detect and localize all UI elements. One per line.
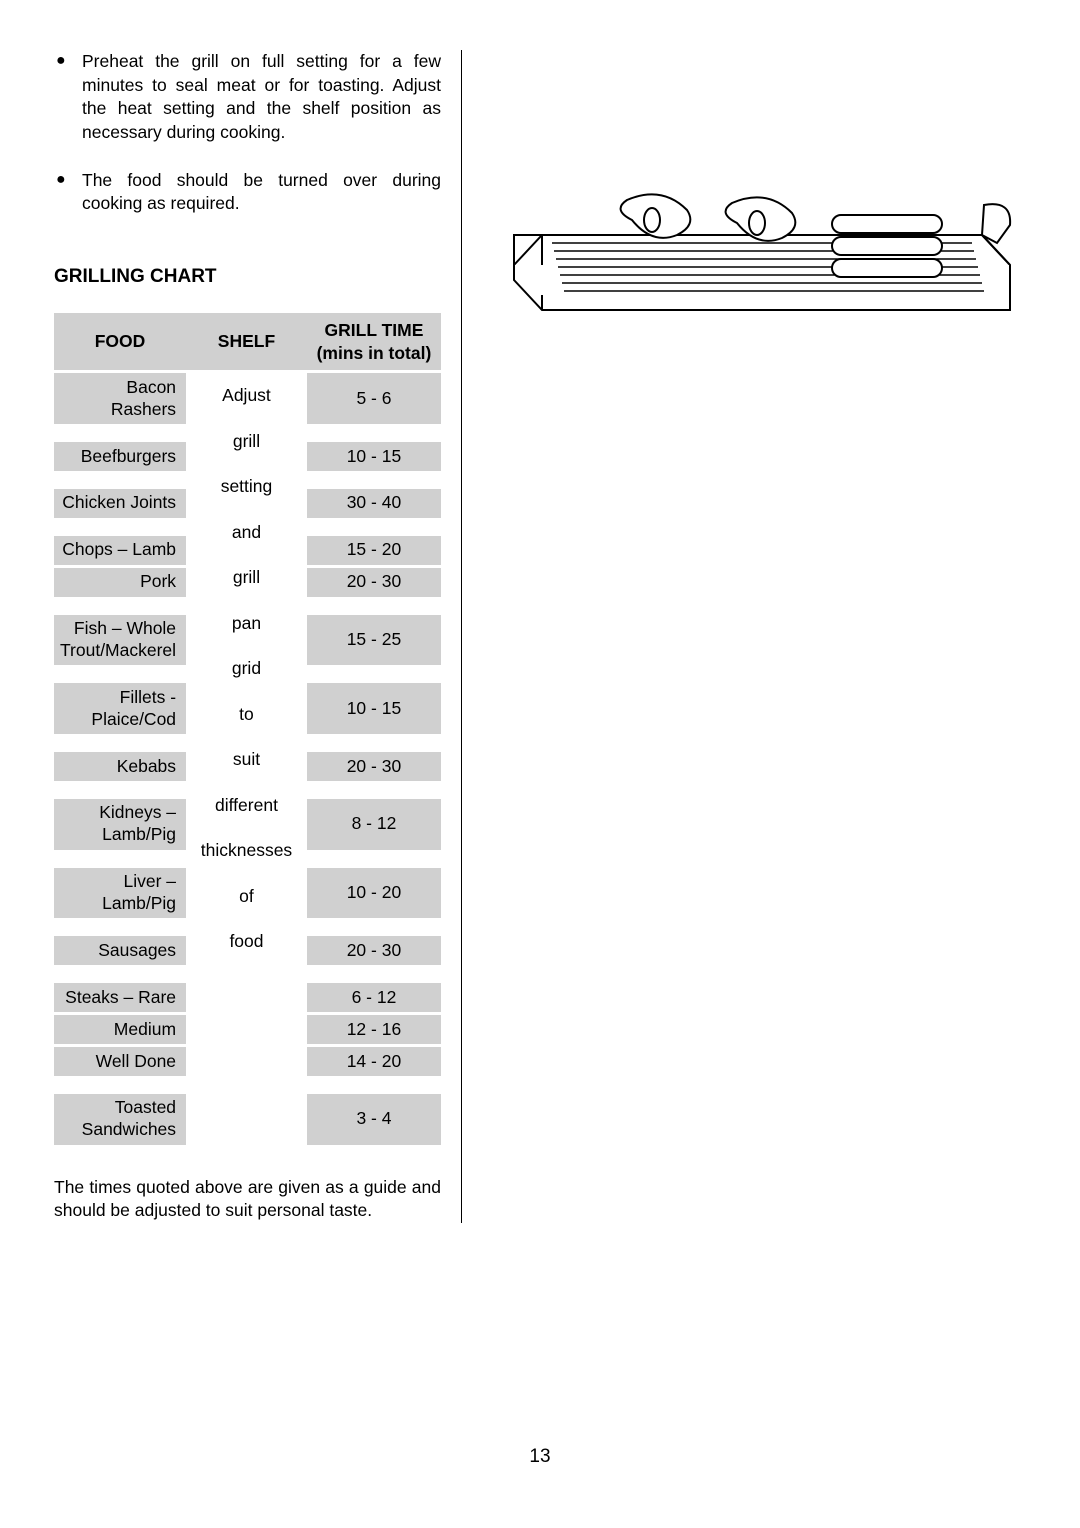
bullet-item: The food should be turned over during co… xyxy=(54,169,441,216)
cell-time: 3 - 4 xyxy=(307,1094,441,1145)
cell-time: 15 - 25 xyxy=(307,615,441,666)
cell-food: Chops – Lamb xyxy=(54,536,186,565)
cell-time: 6 - 12 xyxy=(307,983,441,1012)
cell-food: Fillets - Plaice/Cod xyxy=(54,683,186,734)
cell-time: 10 - 15 xyxy=(307,442,441,471)
cell-time: 12 - 16 xyxy=(307,1015,441,1044)
cell-food: Beefburgers xyxy=(54,442,186,471)
cell-shelf: Adjustgrillsettingandgrillpangridtosuitd… xyxy=(186,373,307,1144)
cell-food: Medium xyxy=(54,1015,186,1044)
cell-time: 20 - 30 xyxy=(307,568,441,597)
cell-food: Fish – Whole Trout/Mackerel xyxy=(54,615,186,666)
cell-time: 20 - 30 xyxy=(307,752,441,781)
cell-food: Kidneys – Lamb/Pig xyxy=(54,799,186,850)
cell-time: 30 - 40 xyxy=(307,489,441,518)
cell-food: Well Done xyxy=(54,1047,186,1076)
cell-time: 10 - 20 xyxy=(307,868,441,919)
table-header-row: FOOD SHELF GRILL TIME (mins in total) xyxy=(54,313,441,371)
table-row: Bacon RashersAdjustgrillsettingandgrillp… xyxy=(54,373,441,424)
cell-food: Kebabs xyxy=(54,752,186,781)
cell-food: Liver – Lamb/Pig xyxy=(54,868,186,919)
page-container: Preheat the grill on full setting for a … xyxy=(0,0,1080,1223)
cell-food: Chicken Joints xyxy=(54,489,186,518)
cell-time: 8 - 12 xyxy=(307,799,441,850)
left-column: Preheat the grill on full setting for a … xyxy=(54,50,462,1223)
section-heading: GRILLING CHART xyxy=(54,266,441,288)
cell-time: 14 - 20 xyxy=(307,1047,441,1076)
col-header-shelf: SHELF xyxy=(186,313,307,371)
bullet-item: Preheat the grill on full setting for a … xyxy=(54,50,441,145)
cell-time: 20 - 30 xyxy=(307,936,441,965)
bullet-list: Preheat the grill on full setting for a … xyxy=(54,50,441,216)
right-column xyxy=(492,50,1026,1223)
cell-time: 15 - 20 xyxy=(307,536,441,565)
page-number: 13 xyxy=(0,1446,1080,1468)
grilling-chart-table: FOOD SHELF GRILL TIME (mins in total) Ba… xyxy=(54,310,441,1148)
col-header-time: GRILL TIME (mins in total) xyxy=(307,313,441,371)
cell-food: Toasted Sandwiches xyxy=(54,1094,186,1145)
cell-time: 10 - 15 xyxy=(307,683,441,734)
cell-time: 5 - 6 xyxy=(307,373,441,424)
grill-pan-illustration xyxy=(512,165,1012,350)
cell-food: Steaks – Rare xyxy=(54,983,186,1012)
footnote-text: The times quoted above are given as a gu… xyxy=(54,1176,441,1223)
cell-food: Pork xyxy=(54,568,186,597)
col-header-food: FOOD xyxy=(54,313,186,371)
cell-food: Sausages xyxy=(54,936,186,965)
cell-food: Bacon Rashers xyxy=(54,373,186,424)
